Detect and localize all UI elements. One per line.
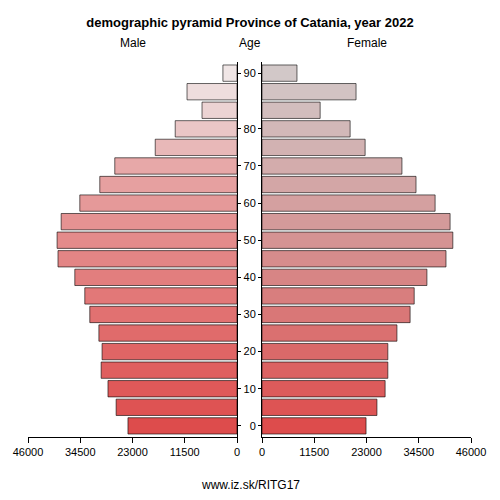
svg-text:0: 0: [259, 446, 265, 458]
svg-text:46000: 46000: [13, 446, 44, 458]
svg-text:Male: Male: [120, 36, 146, 50]
svg-text:11500: 11500: [299, 446, 329, 458]
svg-text:70: 70: [244, 160, 256, 172]
svg-text:Age: Age: [239, 36, 261, 50]
svg-text:23000: 23000: [351, 446, 382, 458]
svg-text:www.iz.sk/RITG17: www.iz.sk/RITG17: [201, 478, 300, 492]
svg-text:34500: 34500: [65, 446, 96, 458]
svg-text:90: 90: [244, 67, 256, 79]
svg-text:30: 30: [244, 308, 256, 320]
svg-text:10: 10: [244, 383, 256, 395]
svg-text:34500: 34500: [403, 446, 434, 458]
svg-text:0: 0: [234, 446, 240, 458]
svg-text:50: 50: [244, 234, 256, 246]
svg-text:demographic pyramid Province o: demographic pyramid Province of Catania,…: [86, 15, 413, 30]
svg-text:46000: 46000: [456, 446, 487, 458]
svg-text:20: 20: [244, 345, 256, 357]
svg-text:40: 40: [244, 271, 256, 283]
svg-text:80: 80: [244, 123, 256, 135]
svg-text:11500: 11500: [170, 446, 200, 458]
svg-text:0: 0: [250, 420, 256, 432]
svg-text:Female: Female: [347, 36, 387, 50]
svg-text:23000: 23000: [117, 446, 148, 458]
svg-text:60: 60: [244, 197, 256, 209]
